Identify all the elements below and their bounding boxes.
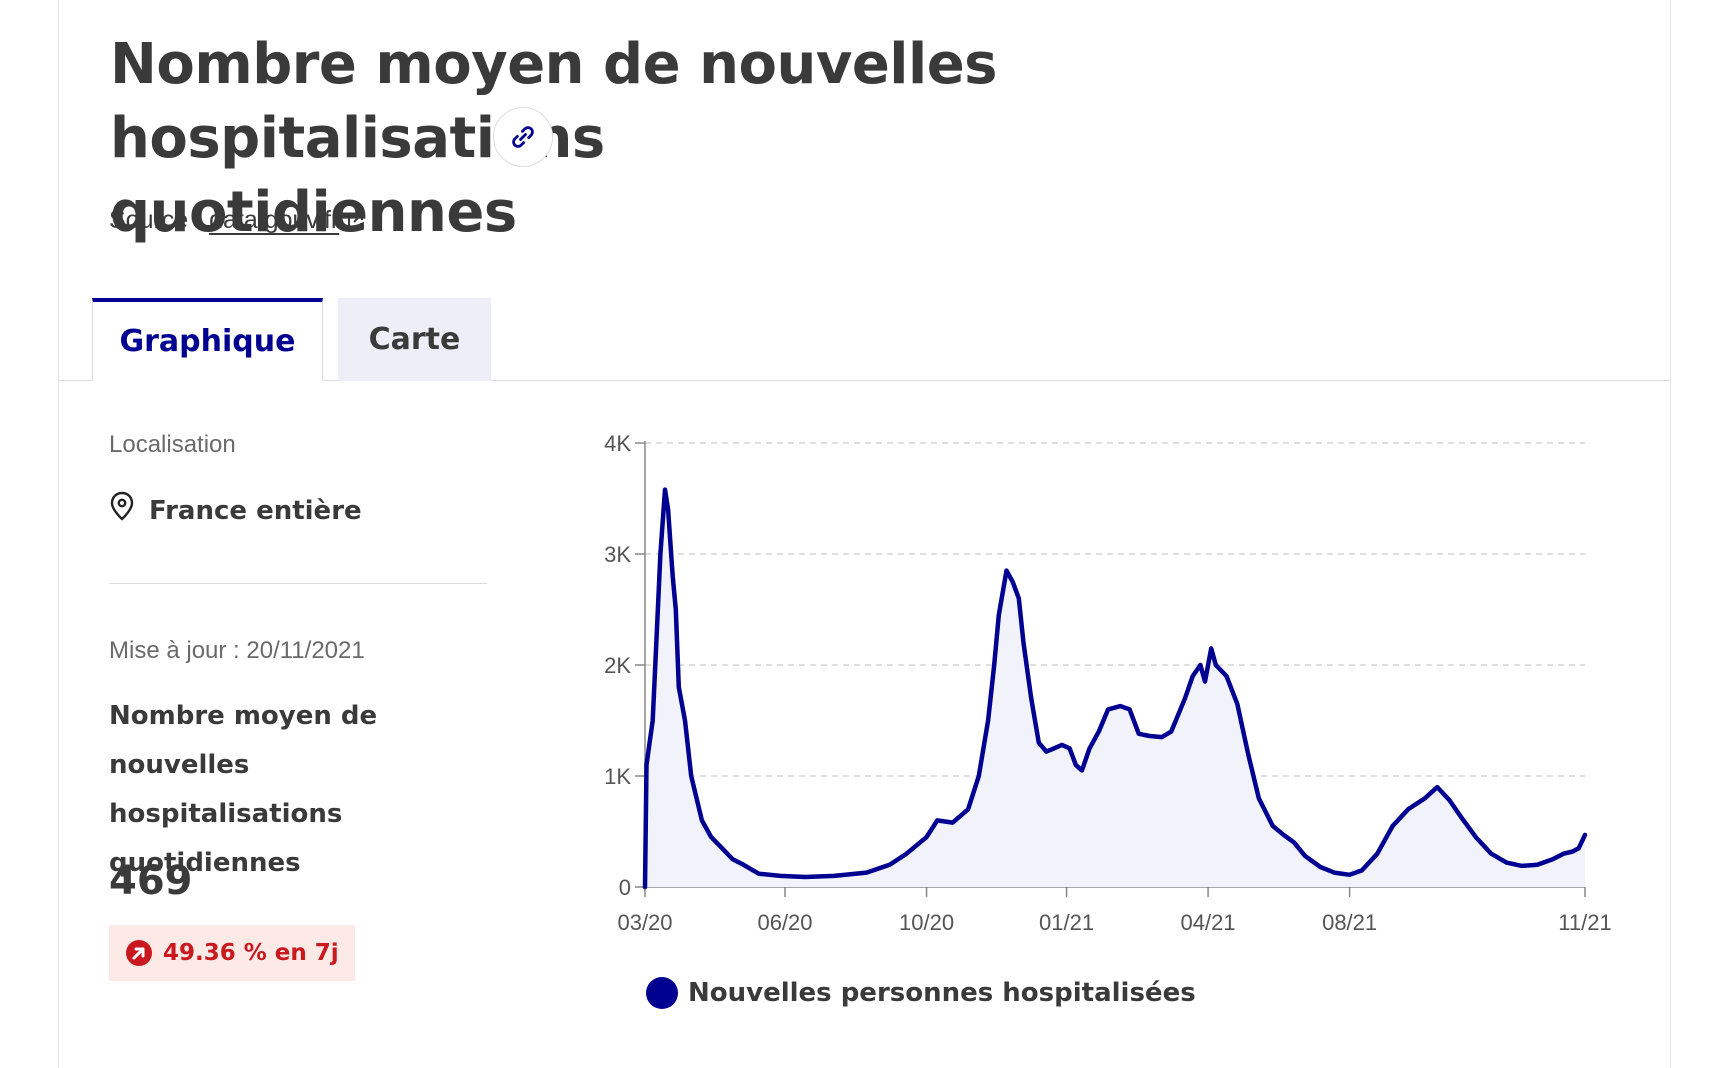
y-tick-label: 1K [604, 764, 631, 789]
chart-legend: Nouvelles personnes hospitalisées [646, 977, 1196, 1009]
tab-carte[interactable]: Carte [338, 298, 491, 381]
location-selector[interactable]: France entière [109, 488, 362, 526]
hospitalisations-chart: 0 1K 2K 3K 4K 03/20 06/20 10/20 01/21 04/21 08/21 1… [580, 420, 1640, 960]
link-icon [508, 122, 538, 152]
x-tick-label: 11/21 [1558, 910, 1611, 935]
tab-graphique-label: Graphique [120, 324, 296, 359]
legend-label: Nouvelles personnes hospitalisées [688, 978, 1196, 1008]
x-tick-label: 10/20 [899, 910, 954, 935]
legend-swatch [646, 977, 678, 1009]
x-tick-label: 03/20 [617, 910, 672, 935]
x-tick-label: 04/21 [1181, 910, 1236, 935]
location-pin-icon [109, 491, 135, 523]
location-label: Localisation [109, 431, 236, 459]
x-tick-label: 01/21 [1039, 910, 1094, 935]
tab-graphique[interactable]: Graphique [92, 298, 323, 381]
indicator-value: 469 [109, 858, 193, 904]
page-title-line1: Nombre moyen de nouvelles hospitalisatio… [110, 32, 997, 171]
y-tick-label: 2K [604, 653, 631, 678]
tab-carte-label: Carte [369, 322, 461, 357]
y-tick-label: 3K [604, 542, 631, 567]
x-tick-label: 08/21 [1322, 910, 1377, 935]
trend-text: 49.36 % en 7j [163, 940, 339, 966]
source-line: Source : data.gouv.fr [109, 206, 365, 235]
y-tick-label: 4K [604, 431, 631, 456]
external-link-icon [345, 211, 365, 231]
source-prefix: Source : [109, 206, 202, 234]
copy-link-button[interactable] [493, 107, 553, 167]
update-date: Mise à jour : 20/11/2021 [109, 637, 365, 665]
source-link[interactable]: data.gouv.fr [209, 206, 365, 234]
trend-badge: 49.36 % en 7j [109, 925, 355, 981]
sidebar-divider [109, 583, 487, 584]
arrow-up-right-circle-icon [125, 939, 153, 967]
series-area [645, 490, 1585, 887]
y-tick-label: 0 [619, 875, 631, 900]
location-value: France entière [149, 496, 362, 526]
source-link-text: data.gouv.fr [209, 206, 339, 234]
x-tick-label: 06/20 [757, 910, 812, 935]
